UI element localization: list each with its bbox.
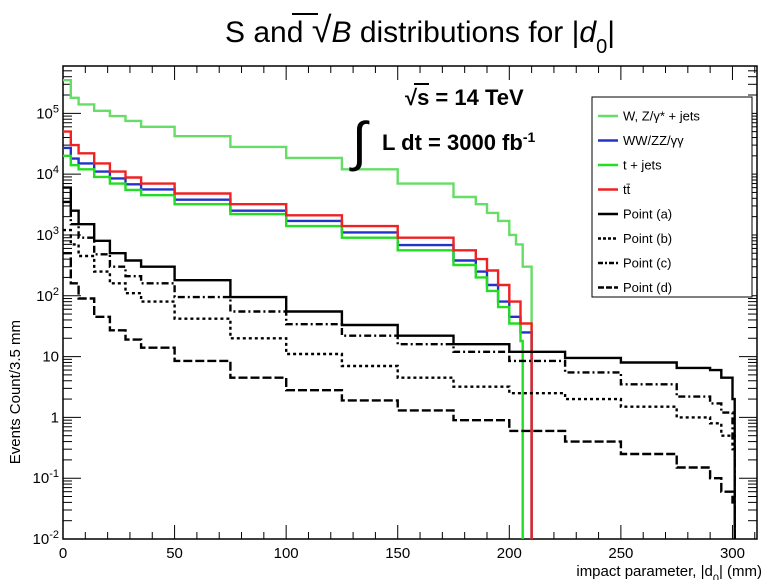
legend-label: Point (c) bbox=[623, 256, 671, 271]
legend-label: W, Z/γ* + jets bbox=[623, 109, 700, 124]
x-tick-label: 250 bbox=[608, 545, 633, 562]
legend: W, Z/γ* + jets WW/ZZ/γγ t + jets tt̄ Point (… bbox=[591, 96, 753, 298]
y-axis-label: Events Count/3.5 mm bbox=[7, 320, 24, 464]
series-3-line bbox=[63, 154, 524, 539]
title-sqrt-var: B bbox=[331, 16, 351, 49]
x-tick-label: 0 bbox=[59, 545, 67, 562]
chart-title: S and √B distributions for |d0| bbox=[225, 9, 615, 58]
x-tick-label: 300 bbox=[720, 545, 745, 562]
x-axis-label: impact parameter, |d0| (mm) bbox=[576, 563, 762, 580]
lumi-annotation: L dt = 3000 fb-1 bbox=[382, 129, 535, 155]
y-tick-label: 10-1 bbox=[33, 468, 59, 487]
legend-box bbox=[591, 96, 753, 298]
y-tick-label: 102 bbox=[36, 286, 59, 305]
y-tick-label: 103 bbox=[36, 225, 59, 244]
series-group bbox=[63, 79, 736, 539]
series-7-line bbox=[63, 200, 736, 539]
x-tick-label: 150 bbox=[385, 545, 410, 562]
y-tick-label: 105 bbox=[36, 103, 59, 122]
integral-symbol: ∫ bbox=[349, 112, 370, 172]
series-4-line bbox=[63, 130, 533, 539]
legend-label: Point (a) bbox=[623, 207, 672, 222]
energy-annotation: √s = 14 TeV bbox=[405, 85, 524, 110]
legend-label: t + jets bbox=[623, 158, 662, 173]
legend-label: tt̄ bbox=[623, 182, 631, 197]
y-tick-label: 104 bbox=[36, 164, 59, 183]
plot-frame bbox=[62, 65, 758, 540]
legend-label: Point (d) bbox=[623, 280, 672, 295]
legend-label: Point (b) bbox=[623, 231, 672, 246]
axis-ticks: 0 50 100 150 200 250 300 10-2 10-1 1 10 102 103 104 10… bbox=[33, 65, 757, 562]
series-8-line bbox=[63, 252, 736, 539]
sqrt-symbol: √ bbox=[312, 9, 332, 50]
series-6-line bbox=[63, 228, 736, 539]
x-tick-label: 50 bbox=[166, 545, 183, 562]
x-tick-label: 100 bbox=[274, 545, 299, 562]
x-tick-label: 200 bbox=[497, 545, 522, 562]
legend-label: WW/ZZ/γγ bbox=[623, 133, 684, 148]
series-1-line bbox=[63, 79, 533, 539]
y-tick-label: 10 bbox=[42, 349, 59, 366]
y-tick-label: 10-2 bbox=[33, 529, 59, 548]
y-tick-label: 1 bbox=[51, 409, 59, 426]
